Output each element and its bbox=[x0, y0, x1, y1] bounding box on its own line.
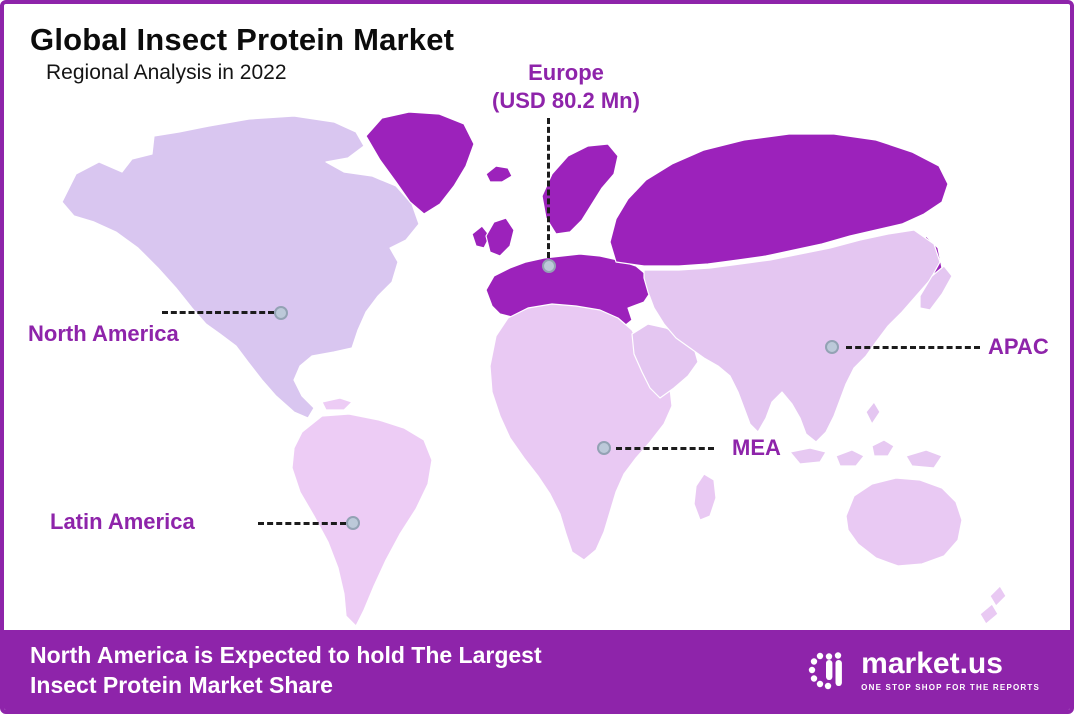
apac-leader-line bbox=[846, 346, 980, 349]
sulawesi-island bbox=[871, 439, 895, 457]
region-label-latin-america: Latin America bbox=[50, 509, 195, 534]
europe-marker-dot bbox=[542, 259, 556, 273]
footer-banner: North America is Expected to hold The La… bbox=[4, 630, 1070, 710]
region-label-apac: APAC bbox=[988, 334, 1049, 359]
scandinavia-landmass bbox=[541, 143, 619, 235]
europe-leader-line bbox=[547, 118, 550, 258]
sumatra-java-islands bbox=[789, 447, 827, 465]
brand-name: market.us bbox=[861, 646, 1003, 680]
page-title: Global Insect Protein Market bbox=[30, 22, 455, 57]
russia-landmass bbox=[609, 133, 949, 267]
market-us-logo-icon bbox=[808, 652, 843, 690]
caribbean-islands bbox=[321, 397, 353, 411]
footer-message-line2: Insect Protein Market Share bbox=[30, 672, 333, 698]
africa-landmass bbox=[489, 303, 673, 561]
madagascar-landmass bbox=[693, 473, 717, 521]
page-subtitle: Regional Analysis in 2022 bbox=[46, 61, 287, 84]
japan-islands bbox=[919, 265, 953, 311]
new-guinea-island bbox=[905, 449, 943, 469]
brand-tagline: ONE STOP SHOP FOR THE REPORTS bbox=[861, 682, 1040, 692]
latin-america-marker-dot bbox=[346, 516, 360, 530]
iceland-landmass bbox=[485, 165, 513, 183]
header: Global Insect Protein Market Regional An… bbox=[30, 22, 454, 85]
new-zealand-south-island bbox=[979, 603, 999, 625]
europe-value-text: (USD 80.2 Mn) bbox=[492, 87, 640, 113]
greenland-landmass bbox=[365, 111, 475, 215]
region-label-north-america: North America bbox=[28, 321, 179, 346]
australia-landmass bbox=[845, 477, 963, 567]
region-label-europe: Europe (USD 80.2 Mn) bbox=[461, 59, 671, 114]
europe-label-text: Europe bbox=[528, 60, 604, 85]
new-zealand-north-island bbox=[989, 585, 1007, 607]
mea-marker-dot bbox=[597, 441, 611, 455]
apac-marker-dot bbox=[825, 340, 839, 354]
world-map bbox=[61, 111, 1007, 627]
ireland-landmass bbox=[471, 225, 491, 249]
region-label-mea: MEA bbox=[732, 435, 781, 460]
philippines-islands bbox=[865, 401, 881, 425]
footer-message-line1: North America is Expected to hold The La… bbox=[30, 641, 542, 668]
north-america-marker-dot bbox=[274, 306, 288, 320]
uk-landmass bbox=[485, 217, 515, 257]
north-america-leader-line bbox=[162, 311, 274, 314]
borneo-island bbox=[835, 449, 865, 467]
mea-leader-line bbox=[616, 447, 714, 450]
brand-block: market.us ONE STOP SHOP FOR THE REPORTS bbox=[802, 646, 1040, 694]
footer-message: North America is Expected to hold The La… bbox=[30, 640, 542, 701]
latin-america-leader-line bbox=[258, 522, 346, 525]
south-america-landmass bbox=[291, 413, 433, 627]
brand-text: market.us ONE STOP SHOP FOR THE REPORTS bbox=[861, 646, 1040, 692]
north-america-landmass bbox=[61, 115, 420, 419]
asia-landmass bbox=[643, 229, 941, 443]
